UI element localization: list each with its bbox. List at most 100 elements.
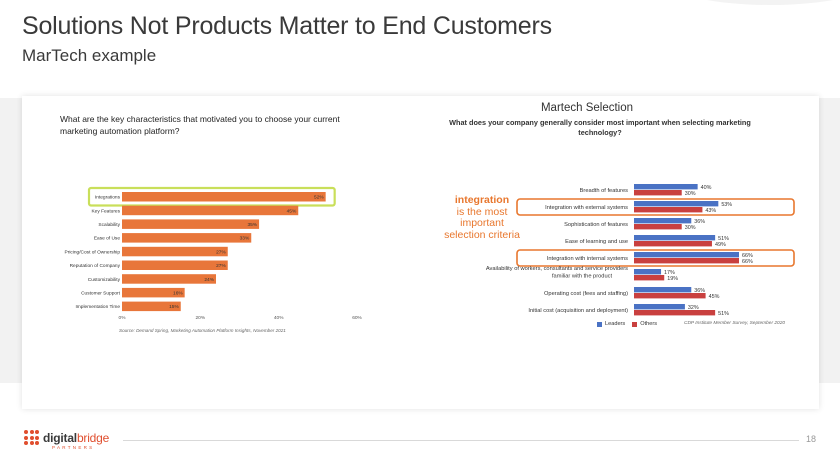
right-bar-leaders: [634, 235, 716, 241]
right-bar-others: [634, 241, 712, 247]
right-chart-source: CDP Institute Member Survey, September 2…: [684, 321, 786, 326]
left-bar: [122, 301, 181, 312]
right-bar-leaders: [634, 287, 692, 293]
integration-callout: integration is the most important select…: [442, 194, 522, 241]
right-chart-question: What does your company generally conside…: [449, 118, 751, 137]
right-category-label: familiar with the product: [552, 274, 612, 280]
right-highlight-box: [516, 249, 795, 267]
right-bar-leaders: [634, 252, 739, 258]
right-category-label: Ease of learning and use: [565, 239, 628, 245]
left-highlight-box: [87, 186, 336, 207]
callout-text: is the most important selection criteria: [444, 205, 520, 241]
right-bar-others: [634, 207, 703, 213]
right-value-label: 51%: [718, 311, 729, 317]
left-category-label: Pricing/Cost of Ownership: [65, 249, 121, 255]
left-bar: [122, 192, 326, 202]
right-bar-leaders: [634, 304, 685, 310]
right-bar-others: [634, 224, 682, 230]
right-value-label: 19%: [667, 276, 678, 282]
right-bar-leaders: [634, 201, 719, 207]
left-chart-source: Source: Demand Spring, Marketing Automat…: [119, 328, 286, 333]
left-value-label: 52%: [314, 195, 324, 201]
footer-divider: [123, 440, 799, 441]
left-bar: [122, 274, 216, 284]
right-category-label: Initial cost (acquisition and deployment…: [528, 308, 628, 314]
corner-decoration: [670, 0, 840, 5]
logo-wordmark: digitalbridge: [43, 430, 110, 445]
left-bar: [122, 246, 228, 257]
left-value-label: 33%: [240, 236, 250, 242]
right-bar-others: [634, 190, 682, 196]
right-chart-legend: Leaders Others: [597, 321, 657, 327]
legend-label-leaders: Leaders: [605, 321, 626, 327]
content-card: What are the key characteristics that mo…: [22, 96, 819, 409]
page-number: 18: [806, 434, 817, 444]
left-category-label: Scalability: [98, 222, 120, 228]
right-value-label: 49%: [715, 242, 726, 248]
legend-swatch-others: [632, 321, 638, 327]
right-value-label: 36%: [694, 288, 705, 294]
right-chart-title: Martech Selection: [540, 102, 634, 114]
left-bar-chart: Integrations 52% Key Features 45% Scalabilit…: [65, 186, 363, 321]
left-bar: [122, 219, 260, 229]
right-bar-chart: Breadth of features 40% 30% Integration wit…: [486, 184, 795, 317]
company-logo: digitalbridge: [24, 430, 109, 445]
left-category-label: Customizability: [88, 277, 121, 283]
left-bar: [122, 233, 252, 243]
right-category-label: Integration with internal systems: [547, 256, 628, 262]
right-value-label: 30%: [685, 225, 696, 231]
left-value-label: 27%: [216, 249, 226, 255]
left-value-label: 15%: [169, 304, 179, 310]
right-bar-others: [634, 310, 716, 316]
right-value-label: 17%: [664, 270, 675, 276]
right-bar-leaders: [634, 269, 662, 275]
left-value-label: 16%: [173, 290, 183, 296]
left-x-tick-label: 0%: [119, 315, 127, 321]
right-value-label: 45%: [709, 294, 720, 300]
left-chart-question: What are the key characteristics that mo…: [60, 114, 340, 136]
right-value-label: 66%: [742, 259, 753, 265]
logo-tagline: PARTNERS: [52, 445, 95, 450]
right-value-label: 36%: [694, 219, 705, 225]
right-bar-others: [634, 258, 739, 264]
left-value-label: 45%: [287, 208, 297, 214]
right-highlight-box: [516, 198, 795, 216]
right-category-label: Operating cost (fees and staffing): [544, 291, 628, 297]
left-category-label: Customer Support: [81, 290, 121, 296]
right-value-label: 53%: [721, 202, 732, 208]
legend-label-others: Others: [640, 321, 658, 327]
right-value-label: 32%: [688, 305, 699, 311]
right-category-label: Sophistication of features: [564, 222, 628, 228]
slide-subtitle: MarTech example: [22, 46, 157, 65]
right-bar-leaders: [634, 218, 692, 224]
slide-title: Solutions Not Products Matter to End Cus…: [22, 12, 552, 40]
left-value-label: 35%: [247, 222, 257, 228]
left-x-tick-label: 60%: [352, 315, 362, 321]
right-bar-others: [634, 293, 706, 299]
right-bar-leaders: [634, 184, 698, 190]
right-value-label: 66%: [742, 253, 753, 259]
right-category-label: Breadth of features: [580, 188, 629, 194]
left-category-label: Reputation of Company: [70, 263, 121, 269]
left-bar: [122, 260, 228, 270]
callout-keyword: integration: [454, 194, 510, 206]
left-category-label: Implementation Time: [75, 304, 120, 310]
left-category-label: Ease of Use: [94, 236, 120, 242]
left-x-tick-label: 20%: [196, 315, 206, 321]
right-bar-others: [634, 275, 665, 281]
left-x-tick-label: 40%: [274, 315, 284, 321]
legend-swatch-leaders: [597, 321, 602, 327]
left-category-label: Key Features: [91, 208, 120, 214]
left-value-label: 24%: [204, 277, 214, 283]
left-category-label: Integrations: [95, 195, 121, 201]
right-category-label: Availability of workers, consultants and…: [486, 266, 628, 272]
right-category-label: Integration with external systems: [545, 205, 628, 211]
logo-dots-icon: [24, 430, 39, 445]
right-value-label: 40%: [701, 185, 712, 191]
right-value-label: 30%: [685, 191, 696, 197]
left-value-label: 27%: [216, 263, 226, 269]
left-bar: [122, 287, 185, 298]
right-value-label: 43%: [705, 208, 716, 214]
right-value-label: 51%: [718, 236, 729, 242]
left-bar: [122, 205, 299, 216]
